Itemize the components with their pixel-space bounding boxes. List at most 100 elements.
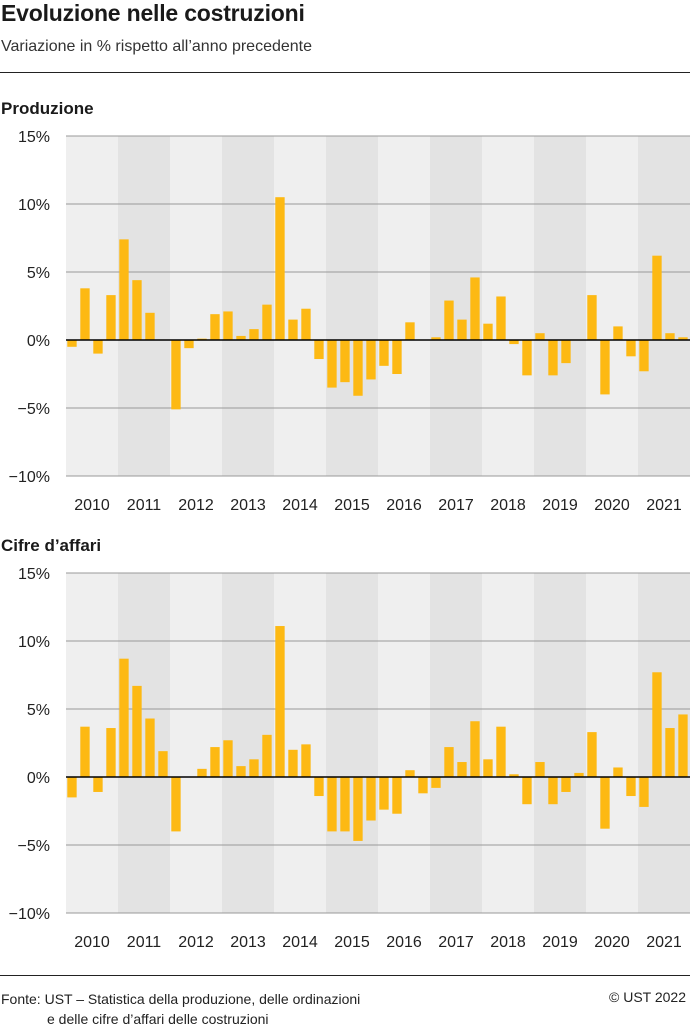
year-band-2012: [170, 573, 222, 913]
x-tick-label: 2016: [386, 934, 422, 951]
bar-q2-2019: [548, 340, 557, 375]
year-band-2019: [534, 136, 586, 476]
bar-q3-2019: [561, 777, 570, 792]
bar-q3-2021: [665, 333, 674, 340]
bar-q3-2021: [665, 728, 674, 777]
bar-q2-2014: [288, 750, 297, 777]
bar-q1-2011: [119, 659, 128, 777]
bar-q1-2016: [379, 777, 388, 810]
year-band-2018: [482, 136, 534, 476]
source-line-1: Fonte: UST – Statistica della produzione…: [1, 991, 360, 1007]
bar-q1-2016: [379, 340, 388, 366]
x-tick-label: 2019: [542, 934, 578, 951]
bar-q2-2016: [392, 777, 401, 814]
year-band-2016: [378, 573, 430, 913]
bar-q3-2013: [249, 759, 258, 777]
bar-q4-2020: [626, 340, 635, 356]
bar-q2-2010: [80, 288, 89, 340]
y-tick-label: 0%: [27, 333, 50, 350]
chart-subtitle: Variazione in % rispetto all’anno preced…: [1, 38, 312, 56]
bar-q3-2015: [353, 340, 362, 396]
bar-q1-2018: [483, 759, 492, 777]
bar-q4-2012: [210, 747, 219, 777]
bar-q2-2017: [444, 747, 453, 777]
bar-q1-2020: [587, 295, 596, 340]
bar-q4-2015: [366, 777, 375, 821]
x-tick-label: 2017: [438, 934, 474, 951]
x-tick-label: 2014: [282, 934, 318, 951]
bar-q4-2017: [470, 721, 479, 777]
x-tick-label: 2018: [490, 934, 526, 951]
bar-q1-2015: [327, 777, 336, 831]
year-band-2015: [326, 573, 378, 913]
bar-q1-2021: [639, 777, 648, 807]
bar-q2-2012: [184, 340, 193, 348]
bar-q4-2013: [262, 305, 271, 340]
x-tick-label: 2012: [178, 934, 214, 951]
y-tick-label: −10%: [9, 906, 50, 923]
bar-q2-2014: [288, 320, 297, 340]
x-tick-label: 2012: [178, 497, 214, 514]
bar-q1-2011: [119, 239, 128, 340]
x-tick-label: 2011: [127, 934, 162, 951]
bar-q3-2012: [197, 769, 206, 777]
footer-rule: [0, 975, 690, 976]
bar-q1-2021: [639, 340, 648, 371]
bar-q4-2010: [106, 728, 115, 777]
year-band-2015: [326, 136, 378, 476]
x-tick-label: 2013: [230, 497, 266, 514]
x-tick-label: 2014: [282, 497, 318, 514]
bar-q2-2021: [652, 672, 661, 777]
bar-q1-2014: [275, 197, 284, 340]
bar-q3-2016: [405, 322, 414, 340]
x-tick-label: 2016: [386, 497, 422, 514]
bar-q4-2015: [366, 340, 375, 379]
bar-q4-2014: [314, 340, 323, 359]
bar-q2-2015: [340, 340, 349, 382]
bar-q3-2020: [613, 767, 622, 777]
bar-q4-2013: [262, 735, 271, 777]
x-tick-label: 2019: [542, 497, 578, 514]
bar-q1-2020: [587, 732, 596, 777]
bar-q2-2019: [548, 777, 557, 804]
bar-q3-2014: [301, 744, 310, 777]
bar-q1-2015: [327, 340, 336, 388]
x-tick-label: 2017: [438, 497, 474, 514]
bar-q2-2021: [652, 256, 661, 340]
bar-q1-2018: [483, 324, 492, 340]
bar-q3-2010: [93, 777, 102, 792]
bar-q1-2010: [67, 777, 76, 797]
bar-q4-2018: [522, 340, 531, 375]
bar-q1-2019: [535, 762, 544, 777]
bar-q1-2017: [431, 777, 440, 788]
copyright: © UST 2022: [609, 989, 686, 1005]
bar-q2-2020: [600, 777, 609, 829]
bar-q4-2011: [158, 751, 167, 777]
source-note: Fonte: UST – Statistica della produzione…: [1, 989, 360, 1029]
bar-q2-2011: [132, 280, 141, 340]
y-tick-label: 0%: [27, 770, 50, 787]
year-band-2012: [170, 136, 222, 476]
y-tick-label: 10%: [18, 634, 50, 651]
bar-q4-2016: [418, 777, 427, 793]
x-tick-label: 2021: [646, 934, 682, 951]
x-tick-label: 2015: [334, 934, 370, 951]
x-tick-label: 2011: [127, 497, 162, 514]
bar-q2-2018: [496, 296, 505, 340]
bar-q4-2020: [626, 777, 635, 796]
bar-q2-2018: [496, 727, 505, 777]
bar-q1-2012: [171, 777, 180, 831]
bar-q1-2010: [67, 340, 76, 347]
x-tick-label: 2020: [594, 497, 630, 514]
x-tick-label: 2021: [646, 497, 682, 514]
x-tick-label: 2010: [74, 497, 110, 514]
bar-q3-2011: [145, 719, 154, 777]
bar-q1-2014: [275, 626, 284, 777]
bar-q3-2013: [249, 329, 258, 340]
bar-q2-2010: [80, 727, 89, 777]
y-tick-label: 5%: [27, 702, 50, 719]
panel-title-production: Produzione: [1, 99, 94, 119]
bar-q1-2013: [223, 740, 232, 777]
bar-q3-2011: [145, 313, 154, 340]
